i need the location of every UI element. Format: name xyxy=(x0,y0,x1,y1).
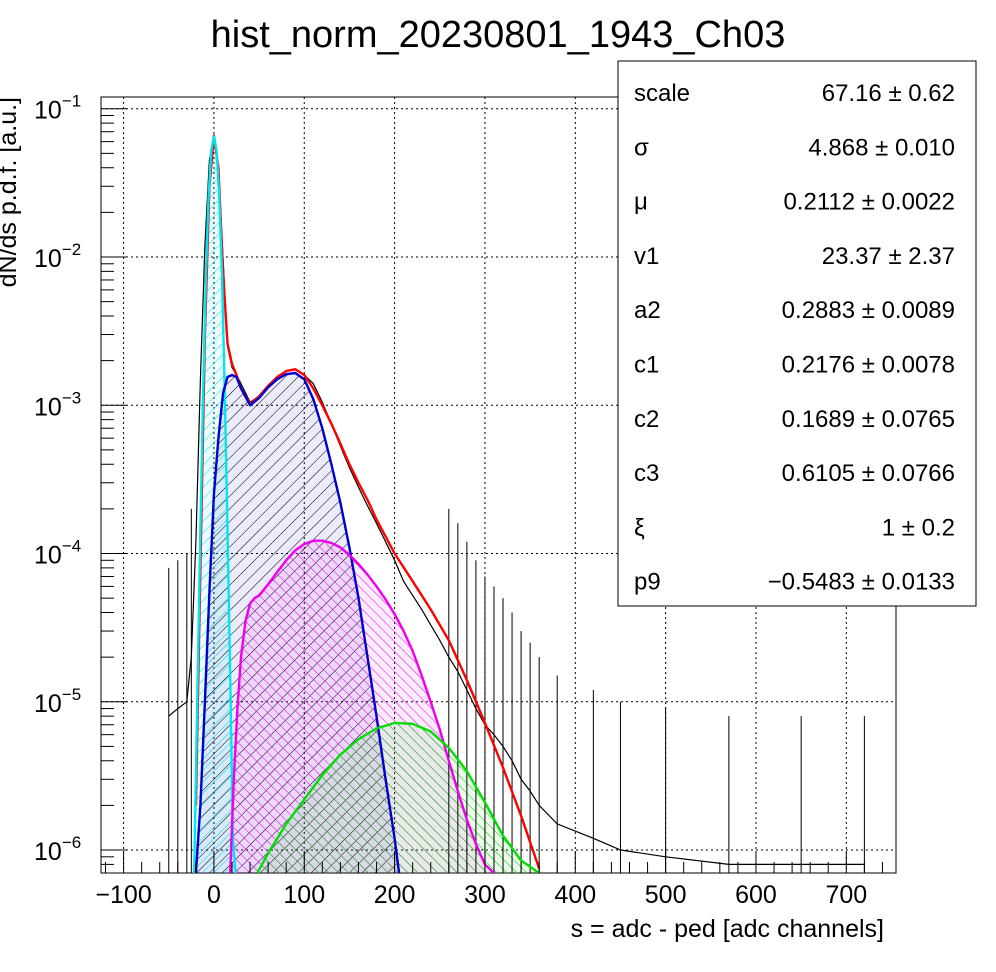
stat-value: 0.2112 ± 0.0022 xyxy=(783,189,955,216)
fit-curves xyxy=(192,134,541,873)
chart-title: hist_norm_20230801_1943_Ch03 xyxy=(211,14,786,56)
fit-stats-box: scale 67.16 ± 0.62 σ 4.868 ± 0.010 μ 0.2112 ±… xyxy=(617,60,977,607)
y-tick-labels: 10−6 10−5 10−4 10−3 10−2 10−1 xyxy=(34,92,81,866)
stat-name: a2 xyxy=(634,297,661,324)
stat-value: −0.5483 ± 0.0133 xyxy=(768,569,955,596)
y-tick-label: 10−6 xyxy=(34,833,81,866)
x-tick-label: −100 xyxy=(95,881,151,909)
x-tick-label: 700 xyxy=(825,881,867,909)
stat-value: 0.2883 ± 0.0089 xyxy=(782,297,955,324)
stat-name: p9 xyxy=(634,569,661,596)
x-tick-labels: −100 0 100 200 300 400 500 600 700 xyxy=(95,881,867,909)
stat-name: ξ xyxy=(634,514,645,541)
x-axis-label: s = adc - ped [adc channels] xyxy=(571,915,884,943)
x-tick-label: 500 xyxy=(645,881,687,909)
axis-ticks xyxy=(101,108,883,874)
stat-name: scale xyxy=(634,80,690,107)
y-tick-label: 10−5 xyxy=(34,685,81,718)
fit-curve-4 xyxy=(256,721,540,873)
stat-value: 0.2176 ± 0.0078 xyxy=(782,352,955,379)
stat-name: σ xyxy=(634,134,649,161)
stat-value: 1 ± 0.2 xyxy=(882,514,955,541)
stat-value: 4.868 ± 0.010 xyxy=(808,134,955,161)
x-tick-label: 600 xyxy=(735,881,777,909)
stat-value: 0.1689 ± 0.0765 xyxy=(782,406,955,433)
y-tick-label: 10−4 xyxy=(34,537,81,570)
fit-curve-1 xyxy=(192,135,237,873)
y-tick-label: 10−1 xyxy=(34,92,81,125)
x-tick-label: 400 xyxy=(554,881,596,909)
stat-name: μ xyxy=(634,189,648,216)
y-tick-label: 10−2 xyxy=(34,240,81,273)
y-tick-label: 10−3 xyxy=(34,388,81,421)
x-tick-label: 200 xyxy=(374,881,416,909)
component-fills xyxy=(194,136,540,873)
stat-name: c1 xyxy=(634,352,659,379)
x-tick-label: 100 xyxy=(283,881,325,909)
stat-value: 0.6105 ± 0.0766 xyxy=(782,460,955,487)
stat-name: v1 xyxy=(634,243,659,270)
component-hatch-4 xyxy=(257,722,540,873)
stat-name: c2 xyxy=(634,406,659,433)
stat-name: c3 xyxy=(634,460,659,487)
y-axis-label: dN/ds p.d.f. [a.u.] xyxy=(0,97,22,287)
stat-value: 67.16 ± 0.62 xyxy=(822,80,955,107)
fit-curve-2 xyxy=(194,371,401,873)
x-tick-label: 0 xyxy=(207,881,221,909)
stat-value: 23.37 ± 2.37 xyxy=(822,243,955,270)
x-tick-label: 300 xyxy=(464,881,506,909)
